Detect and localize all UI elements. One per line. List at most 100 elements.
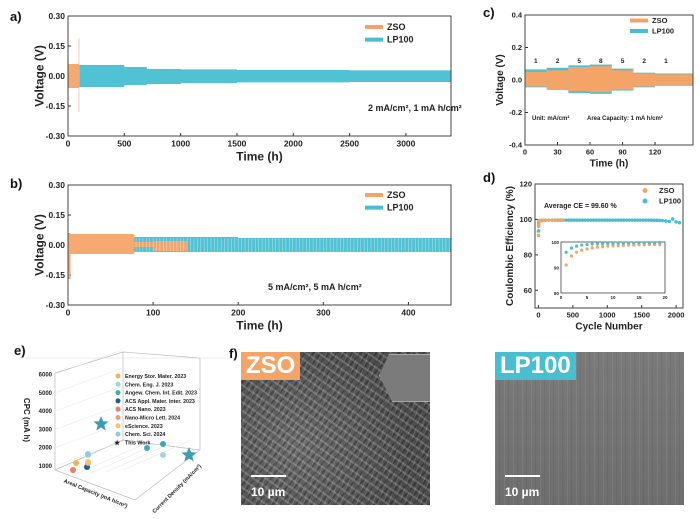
z-tick-label: 5000 [39,391,53,397]
data-point-lp100 [638,218,643,222]
band-zso [68,38,80,112]
scale-bar [251,475,286,477]
step-band-zso [655,74,693,85]
legend-marker [115,390,121,396]
inset-point-lp100 [564,250,568,254]
legend-marker [115,398,121,404]
y-tick-label: -0.2 [509,108,522,117]
y-tick-label: 0.15 [48,210,65,220]
x-axis-label: Cycle Number [575,322,642,333]
inset-point-lp100 [575,244,579,248]
inset-x-tick-label: 0 [560,295,563,300]
data-point-lp100 [608,218,612,222]
step-band-zso [568,67,591,92]
data-sphere [160,452,166,458]
data-point-lp100 [667,219,672,224]
y-tick-label: 0.00 [48,240,65,250]
data-point-zso [540,218,545,223]
data-point-lp100 [577,218,582,222]
inset-point-zso [616,243,620,248]
data-point-lp100 [575,218,579,222]
inset-y-tick-label: 80 [554,291,560,296]
data-point-lp100 [583,218,588,222]
legend-label-lp100: LP100 [659,197,681,206]
data-point-lp100 [627,218,632,222]
legend-marker [115,431,121,437]
data-point-lp100 [572,218,577,222]
data-point-lp100 [566,218,571,222]
data-point-zso [543,218,548,223]
legend-label-zso: ZSO [387,22,406,32]
data-point-lp100 [594,218,599,222]
data-sphere [85,451,91,457]
current-step-label: 1 [664,58,668,65]
x-tick-label: 200 [231,308,245,318]
inset-frame [560,241,666,294]
plot-frame [67,184,452,306]
legend-label: ACS Appl. Mater. Inter. 2023 [125,399,195,405]
x-tick-label: 0 [66,139,71,149]
inset-point-zso [601,244,605,249]
x-tick-label: 100 [146,308,160,318]
plot-frame [534,183,684,309]
y-tick-label: 120 [519,180,532,189]
data-point-lp100 [599,218,604,222]
inset-point-lp100 [606,241,610,245]
data-sphere [73,460,79,466]
floor-grid [122,439,192,471]
data-point-lp100 [674,220,678,224]
data-point-zso [550,218,555,222]
x-tick-label: 60 [586,148,594,157]
legend-label-lp100: LP100 [387,35,414,45]
legend-marker [115,373,121,379]
hexagonal-crystal [379,354,430,402]
average-ce-annotation: Average CE = 99.60 % [544,203,617,210]
x-tick-label: 500 [567,311,580,320]
data-point-lp100 [660,218,665,223]
legend-label-zso: ZSO [387,190,406,200]
step-band-zso [633,73,656,87]
x-tick-label: 1000 [599,311,616,320]
x-tick-label: 120 [649,148,662,157]
legend-marker [115,415,121,420]
inset-point-zso [564,263,568,267]
data-point-lp100 [610,218,615,222]
data-point-lp100 [646,218,651,222]
inset-point-lp100 [595,242,600,246]
current-step-label: 5 [577,58,581,65]
y-tick-label: 0.30 [48,180,65,190]
data-point-lp100 [649,218,654,223]
data-sphere [160,441,166,447]
data-point-lp100 [633,218,637,222]
legend-label-zso: ZSO [659,186,675,195]
wall-grid [54,367,124,394]
legend-label: Angew. Chem. Int. Edit. 2023 [125,391,197,397]
x-tick-label: 3000 [396,139,415,149]
y-tick-label: 0.4 [512,11,523,20]
data-point-lp100 [586,218,590,222]
inset-point-lp100 [632,241,636,245]
legend-star-icon: ★ [114,439,121,447]
legend-label-lp100: LP100 [387,203,414,213]
legend-label: Energy Stor. Mater. 2023 [125,374,186,380]
z-axis-label: CPC (mA h) [22,398,31,442]
data-point-lp100 [613,218,618,222]
y-tick-label: -0.4 [509,141,523,150]
legend-label: Chem. Sci. 2024 [125,432,165,438]
inset-y-tick-label: 100 [551,240,559,245]
data-point-lp100 [536,229,541,233]
z-tick-label: 6000 [39,372,53,378]
inset-y-tick-label: 90 [554,266,560,271]
band-zso [68,233,188,279]
floor-grid [71,445,141,477]
legend-marker [115,406,121,412]
x-tick-label: 2000 [668,311,685,320]
band-lp100 [79,65,451,87]
data-point-zso [536,233,541,238]
x-tick-label: 2000 [284,139,303,149]
floor-grid [105,441,175,473]
data-point-lp100 [630,218,634,222]
sem-image-zso: ZSO 10 µm [241,352,430,505]
step-band-zso [546,70,569,89]
y-tick-label: 60 [524,286,532,295]
